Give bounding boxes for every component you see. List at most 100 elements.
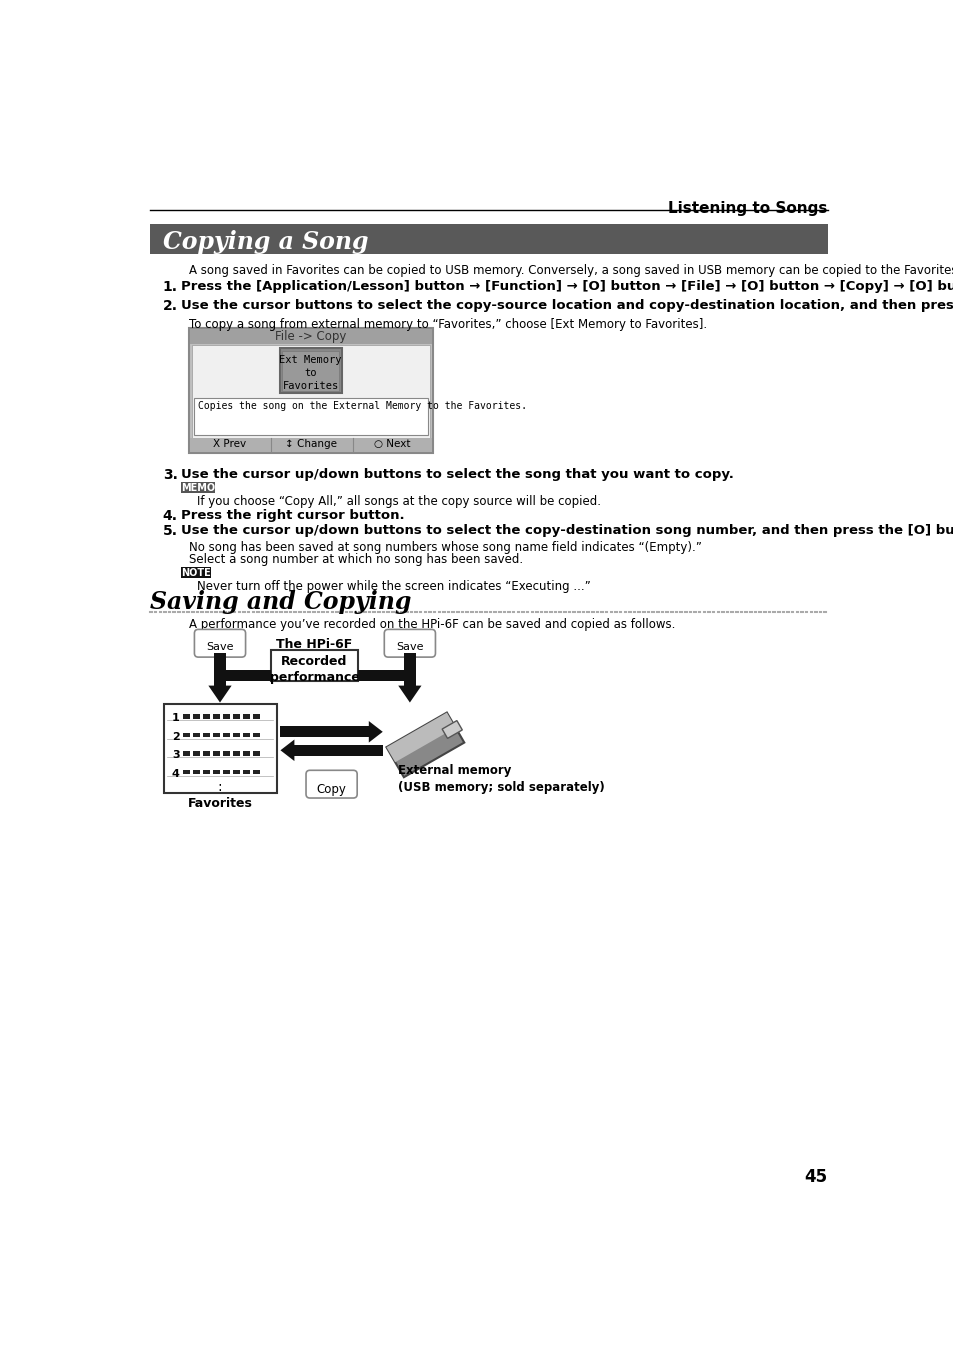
Text: Save: Save (395, 643, 423, 652)
Text: ↕ Change: ↕ Change (284, 439, 336, 450)
Text: NOTE: NOTE (181, 568, 211, 578)
Text: To copy a song from external memory to “Favorites,” choose [Ext Memory to Favori: To copy a song from external memory to “… (189, 317, 706, 331)
FancyBboxPatch shape (306, 771, 356, 798)
Text: 4: 4 (172, 768, 179, 779)
Bar (243, 769, 250, 774)
Text: Copies the song on the External Memory to the Favorites.: Copies the song on the External Memory t… (197, 401, 526, 410)
Bar (253, 714, 260, 718)
Bar (181, 567, 211, 578)
Text: Select a song number at which no song has been saved.: Select a song number at which no song ha… (189, 554, 522, 566)
Text: External memory
(USB memory; sold separately): External memory (USB memory; sold separa… (397, 764, 604, 794)
Bar (203, 751, 210, 756)
Text: Save: Save (206, 643, 233, 652)
Text: Listening to Songs: Listening to Songs (667, 201, 827, 216)
Bar (253, 769, 260, 774)
Bar (203, 769, 210, 774)
Bar (403, 653, 416, 686)
Text: 5.: 5. (162, 524, 177, 537)
Text: 3.: 3. (162, 467, 177, 482)
Text: ○ Next: ○ Next (374, 439, 410, 450)
Bar (189, 328, 433, 454)
Text: A song saved in Favorites can be copied to USB memory. Conversely, a song saved : A song saved in Favorites can be copied … (189, 263, 953, 277)
Text: 2: 2 (172, 732, 179, 741)
Text: 45: 45 (803, 1168, 827, 1187)
Bar (271, 651, 357, 680)
Bar (279, 348, 341, 393)
Bar (233, 769, 240, 774)
Bar (223, 751, 230, 756)
Text: A performance you’ve recorded on the HPi-6F can be saved and copied as follows.: A performance you’ve recorded on the HPi… (189, 618, 675, 630)
Text: Ext Memory
to
Favorites: Ext Memory to Favorites (279, 355, 341, 392)
Bar (233, 733, 240, 737)
Text: 3: 3 (172, 751, 179, 760)
Text: MEMO: MEMO (181, 483, 215, 493)
Bar (282, 351, 339, 390)
Bar (164, 705, 276, 792)
Text: X Prev: X Prev (213, 439, 246, 450)
Polygon shape (369, 721, 382, 743)
Text: Use the cursor up/down buttons to select the copy-destination song number, and t: Use the cursor up/down buttons to select… (181, 524, 953, 537)
Polygon shape (386, 713, 456, 763)
Bar (357, 670, 410, 680)
Bar (253, 751, 260, 756)
Text: :: : (217, 780, 222, 794)
Bar (183, 733, 190, 737)
Text: File -> Copy: File -> Copy (274, 329, 346, 343)
Text: Use the cursor buttons to select the copy-source location and copy-destination l: Use the cursor buttons to select the cop… (181, 300, 953, 312)
Text: Saving and Copying: Saving and Copying (150, 590, 411, 614)
Bar (223, 769, 230, 774)
Bar (181, 482, 215, 493)
Bar (150, 224, 827, 254)
Text: 2.: 2. (162, 300, 177, 313)
Bar (243, 751, 250, 756)
Bar (193, 769, 199, 774)
Bar (253, 733, 260, 737)
Bar (213, 653, 226, 686)
Bar (223, 714, 230, 718)
Bar (190, 329, 432, 344)
Polygon shape (397, 686, 421, 702)
Bar (280, 726, 369, 737)
Bar (190, 437, 432, 452)
Bar (193, 751, 199, 756)
Bar (203, 714, 210, 718)
Bar (223, 733, 230, 737)
Bar (193, 714, 199, 718)
Bar (203, 733, 210, 737)
FancyBboxPatch shape (194, 629, 245, 657)
Text: Copy: Copy (316, 783, 346, 796)
Text: Recorded
performance: Recorded performance (270, 655, 359, 684)
Text: The HPi-6F: The HPi-6F (276, 637, 353, 651)
Bar (193, 398, 428, 435)
Bar (183, 769, 190, 774)
Text: 1: 1 (172, 713, 179, 724)
Bar (213, 751, 220, 756)
Bar (233, 714, 240, 718)
Bar (220, 670, 271, 680)
Text: Copying a Song: Copying a Song (162, 230, 368, 254)
Polygon shape (280, 740, 294, 761)
FancyBboxPatch shape (384, 629, 435, 657)
Bar (243, 714, 250, 718)
Bar (192, 346, 430, 437)
Text: 4.: 4. (162, 509, 177, 522)
Polygon shape (208, 686, 232, 702)
Text: Press the [Application/Lesson] button → [Function] → [O] button → [File] → [O] b: Press the [Application/Lesson] button → … (181, 279, 953, 293)
Bar (183, 751, 190, 756)
Bar (233, 751, 240, 756)
Bar (243, 733, 250, 737)
Text: Favorites: Favorites (188, 798, 253, 810)
Text: Never turn off the power while the screen indicates “Executing ...”: Never turn off the power while the scree… (196, 580, 590, 593)
Bar (183, 714, 190, 718)
Bar (294, 745, 382, 756)
Bar (193, 733, 199, 737)
Text: No song has been saved at song numbers whose song name field indicates “(Empty).: No song has been saved at song numbers w… (189, 541, 701, 554)
Polygon shape (386, 713, 464, 778)
Bar (213, 714, 220, 718)
Polygon shape (441, 721, 462, 738)
Text: Use the cursor up/down buttons to select the song that you want to copy.: Use the cursor up/down buttons to select… (181, 467, 734, 481)
Text: 1.: 1. (162, 279, 177, 294)
Bar (213, 769, 220, 774)
Bar (213, 733, 220, 737)
Text: If you choose “Copy All,” all songs at the copy source will be copied.: If you choose “Copy All,” all songs at t… (196, 495, 600, 509)
